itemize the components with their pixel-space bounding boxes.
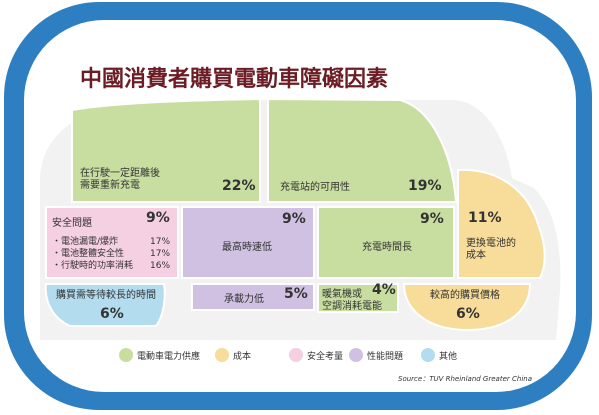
tile-shape-load [191, 283, 315, 311]
tile-label-hvac: 暖氣機或 [322, 287, 362, 300]
tile-label-range: 在行駛一定距離後 [80, 166, 160, 179]
safety-sub-value: 17% [150, 249, 170, 259]
tile-label-wait: 購買需等待較長的時間 [56, 288, 156, 301]
tile-safety: 安全問題 9% ・電池漏電/爆炸 17% ・電池整體安全性 17% ・行駛時的功率消耗 16% [45, 206, 179, 279]
tile-value-chargetime: 9% [420, 211, 444, 227]
legend-swatch-performance [349, 348, 363, 362]
tile-label-stations: 充電站的可用性 [280, 180, 350, 193]
tile-label-hvac: 空調消耗電能 [322, 299, 382, 312]
tile-speed: 最高時速低 9% [181, 206, 315, 279]
tile-label-price: 較高的購買價格 [430, 288, 500, 301]
source-note: Source：TUV Rheinland Greater China [398, 375, 532, 383]
legend: 電動車電力供應 成本 安全考量 性能問題 其他 [119, 348, 457, 362]
tile-value-range: 22% [222, 178, 256, 194]
tile-shape-speed [181, 206, 315, 279]
tile-value-battery: 11% [468, 210, 502, 226]
tile-label-chargetime: 充電時間長 [362, 240, 412, 253]
safety-sub-label: ・行駛時的功率消耗 [52, 259, 133, 271]
tile-shape-hvac [317, 283, 399, 313]
tile-wait: 購買需等待較長的時間 6% [44, 283, 166, 327]
tile-label-battery: 更換電池的 [466, 236, 516, 249]
tile-stations: 充電站的可用性 19% [267, 97, 458, 203]
tile-chargetime: 充電時間長 9% [317, 206, 455, 279]
tile-shape-safety [45, 206, 179, 279]
tile-value-load: 5% [284, 286, 308, 302]
tile-label-range: 需要重新充電 [80, 178, 140, 191]
tile-label-speed: 最高時速低 [222, 240, 272, 253]
tile-label-safety: 安全問題 [52, 216, 92, 229]
legend-swatch-cost [215, 348, 229, 362]
safety-sub-label: ・電池漏電/爆炸 [52, 235, 118, 247]
legend-label-other: 其他 [439, 350, 457, 362]
tile-value-hvac: 4% [372, 282, 396, 298]
legend-swatch-power [119, 348, 133, 362]
safety-sub-value: 16% [150, 261, 170, 271]
tile-shape-price [402, 283, 532, 332]
tile-value-price: 6% [456, 306, 480, 322]
tile-shape-battery [457, 168, 546, 279]
legend-swatch-other [421, 348, 435, 362]
legend-label-power: 電動車電力供應 [137, 350, 200, 362]
safety-sub-label: ・電池整體安全性 [52, 247, 124, 259]
tile-value-stations: 19% [408, 178, 442, 194]
tile-value-safety: 9% [146, 210, 170, 226]
tile-shape-range [71, 97, 261, 203]
tile-load: 承載力低 5% [191, 283, 315, 311]
legend-label-safety: 安全考量 [307, 350, 343, 362]
tile-shape-stations [267, 97, 458, 203]
chart-title: 中國消費者購買電動車障礙因素 [80, 66, 388, 92]
tile-value-wait: 6% [100, 306, 124, 322]
tile-label-battery: 成本 [466, 248, 486, 261]
tile-shape-wait [44, 283, 166, 327]
legend-label-cost: 成本 [233, 350, 251, 362]
tile-value-speed: 9% [282, 211, 306, 227]
legend-label-performance: 性能問題 [367, 350, 403, 362]
safety-sub-value: 17% [150, 237, 170, 247]
tile-shape-chargetime [317, 206, 455, 279]
tile-label-load: 承載力低 [224, 292, 264, 305]
legend-swatch-safety [289, 348, 303, 362]
tile-price: 較高的購買價格 6% [402, 283, 532, 332]
